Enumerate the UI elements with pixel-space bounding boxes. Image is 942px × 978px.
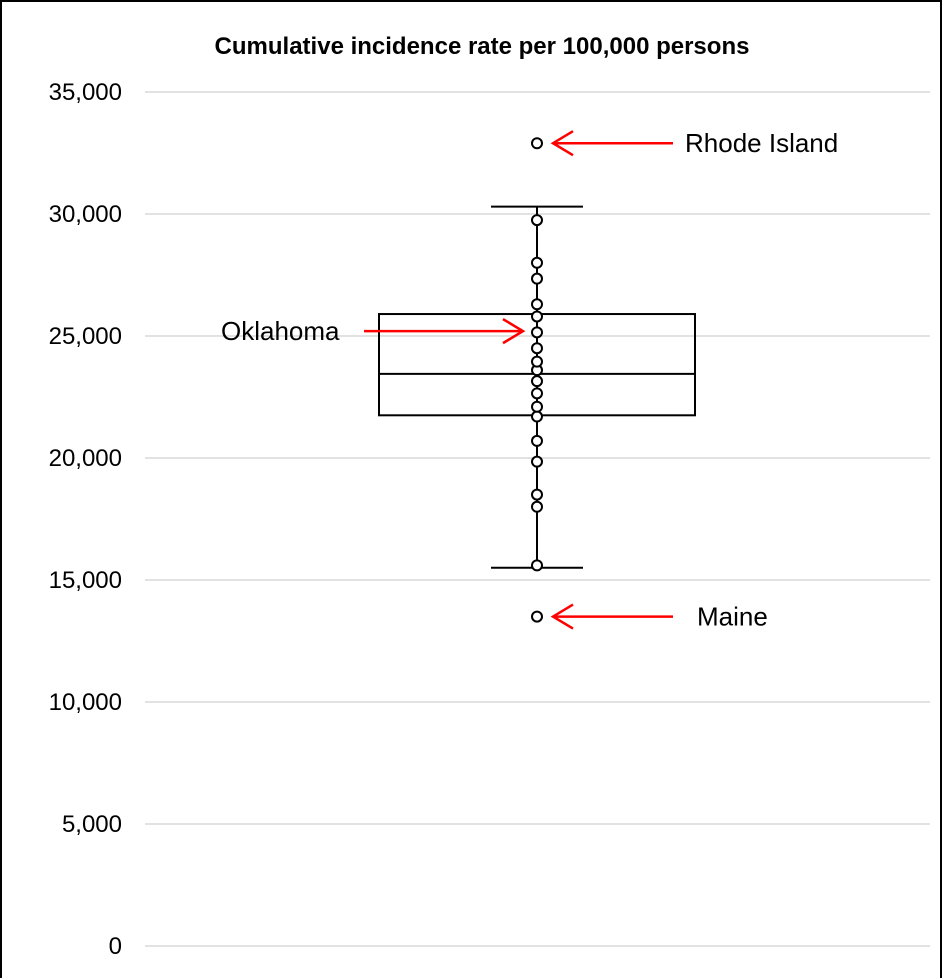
- data-point: [531, 310, 543, 323]
- data-point: [531, 256, 543, 269]
- y-tick-label: 30,000: [49, 201, 122, 228]
- outlier-point: [531, 137, 543, 150]
- data-point: [531, 272, 543, 285]
- data-point: [531, 214, 543, 227]
- annotations: Rhode Island Oklahoma Maine: [221, 128, 838, 631]
- data-point: [531, 500, 543, 513]
- y-tick-label: 0: [109, 933, 122, 960]
- y-tick-label: 35,000: [49, 79, 122, 106]
- data-point: [531, 410, 543, 423]
- data-point: [531, 434, 543, 447]
- outlier-point: [531, 610, 543, 623]
- data-point: [531, 455, 543, 468]
- annotation-label: Rhode Island: [685, 128, 838, 158]
- y-axis-ticks: 0 5,000 10,000 15,000 20,000 25,000 30,000 35,0…: [49, 79, 122, 960]
- annotation-label: Maine: [697, 602, 768, 632]
- annotation-arrow-head: [502, 318, 526, 345]
- data-point: [531, 387, 543, 400]
- annotation-arrow-head: [550, 130, 574, 157]
- y-tick-label: 20,000: [49, 445, 122, 472]
- y-tick-label: 10,000: [49, 689, 122, 716]
- chart-title: Cumulative incidence rate per 100,000 pe…: [215, 33, 750, 60]
- data-point: [531, 326, 543, 339]
- data-point: [531, 375, 543, 388]
- y-tick-label: 25,000: [49, 323, 122, 350]
- data-point: [531, 298, 543, 311]
- annotation-label: Oklahoma: [221, 316, 340, 346]
- data-point: [531, 488, 543, 501]
- data-point: [531, 342, 543, 355]
- data-points: [531, 137, 543, 623]
- data-point: [531, 355, 543, 368]
- annotation-arrow-head: [550, 603, 574, 630]
- data-point: [531, 400, 543, 413]
- y-tick-label: 15,000: [49, 567, 122, 594]
- y-tick-label: 5,000: [62, 811, 122, 838]
- data-point: [531, 559, 543, 572]
